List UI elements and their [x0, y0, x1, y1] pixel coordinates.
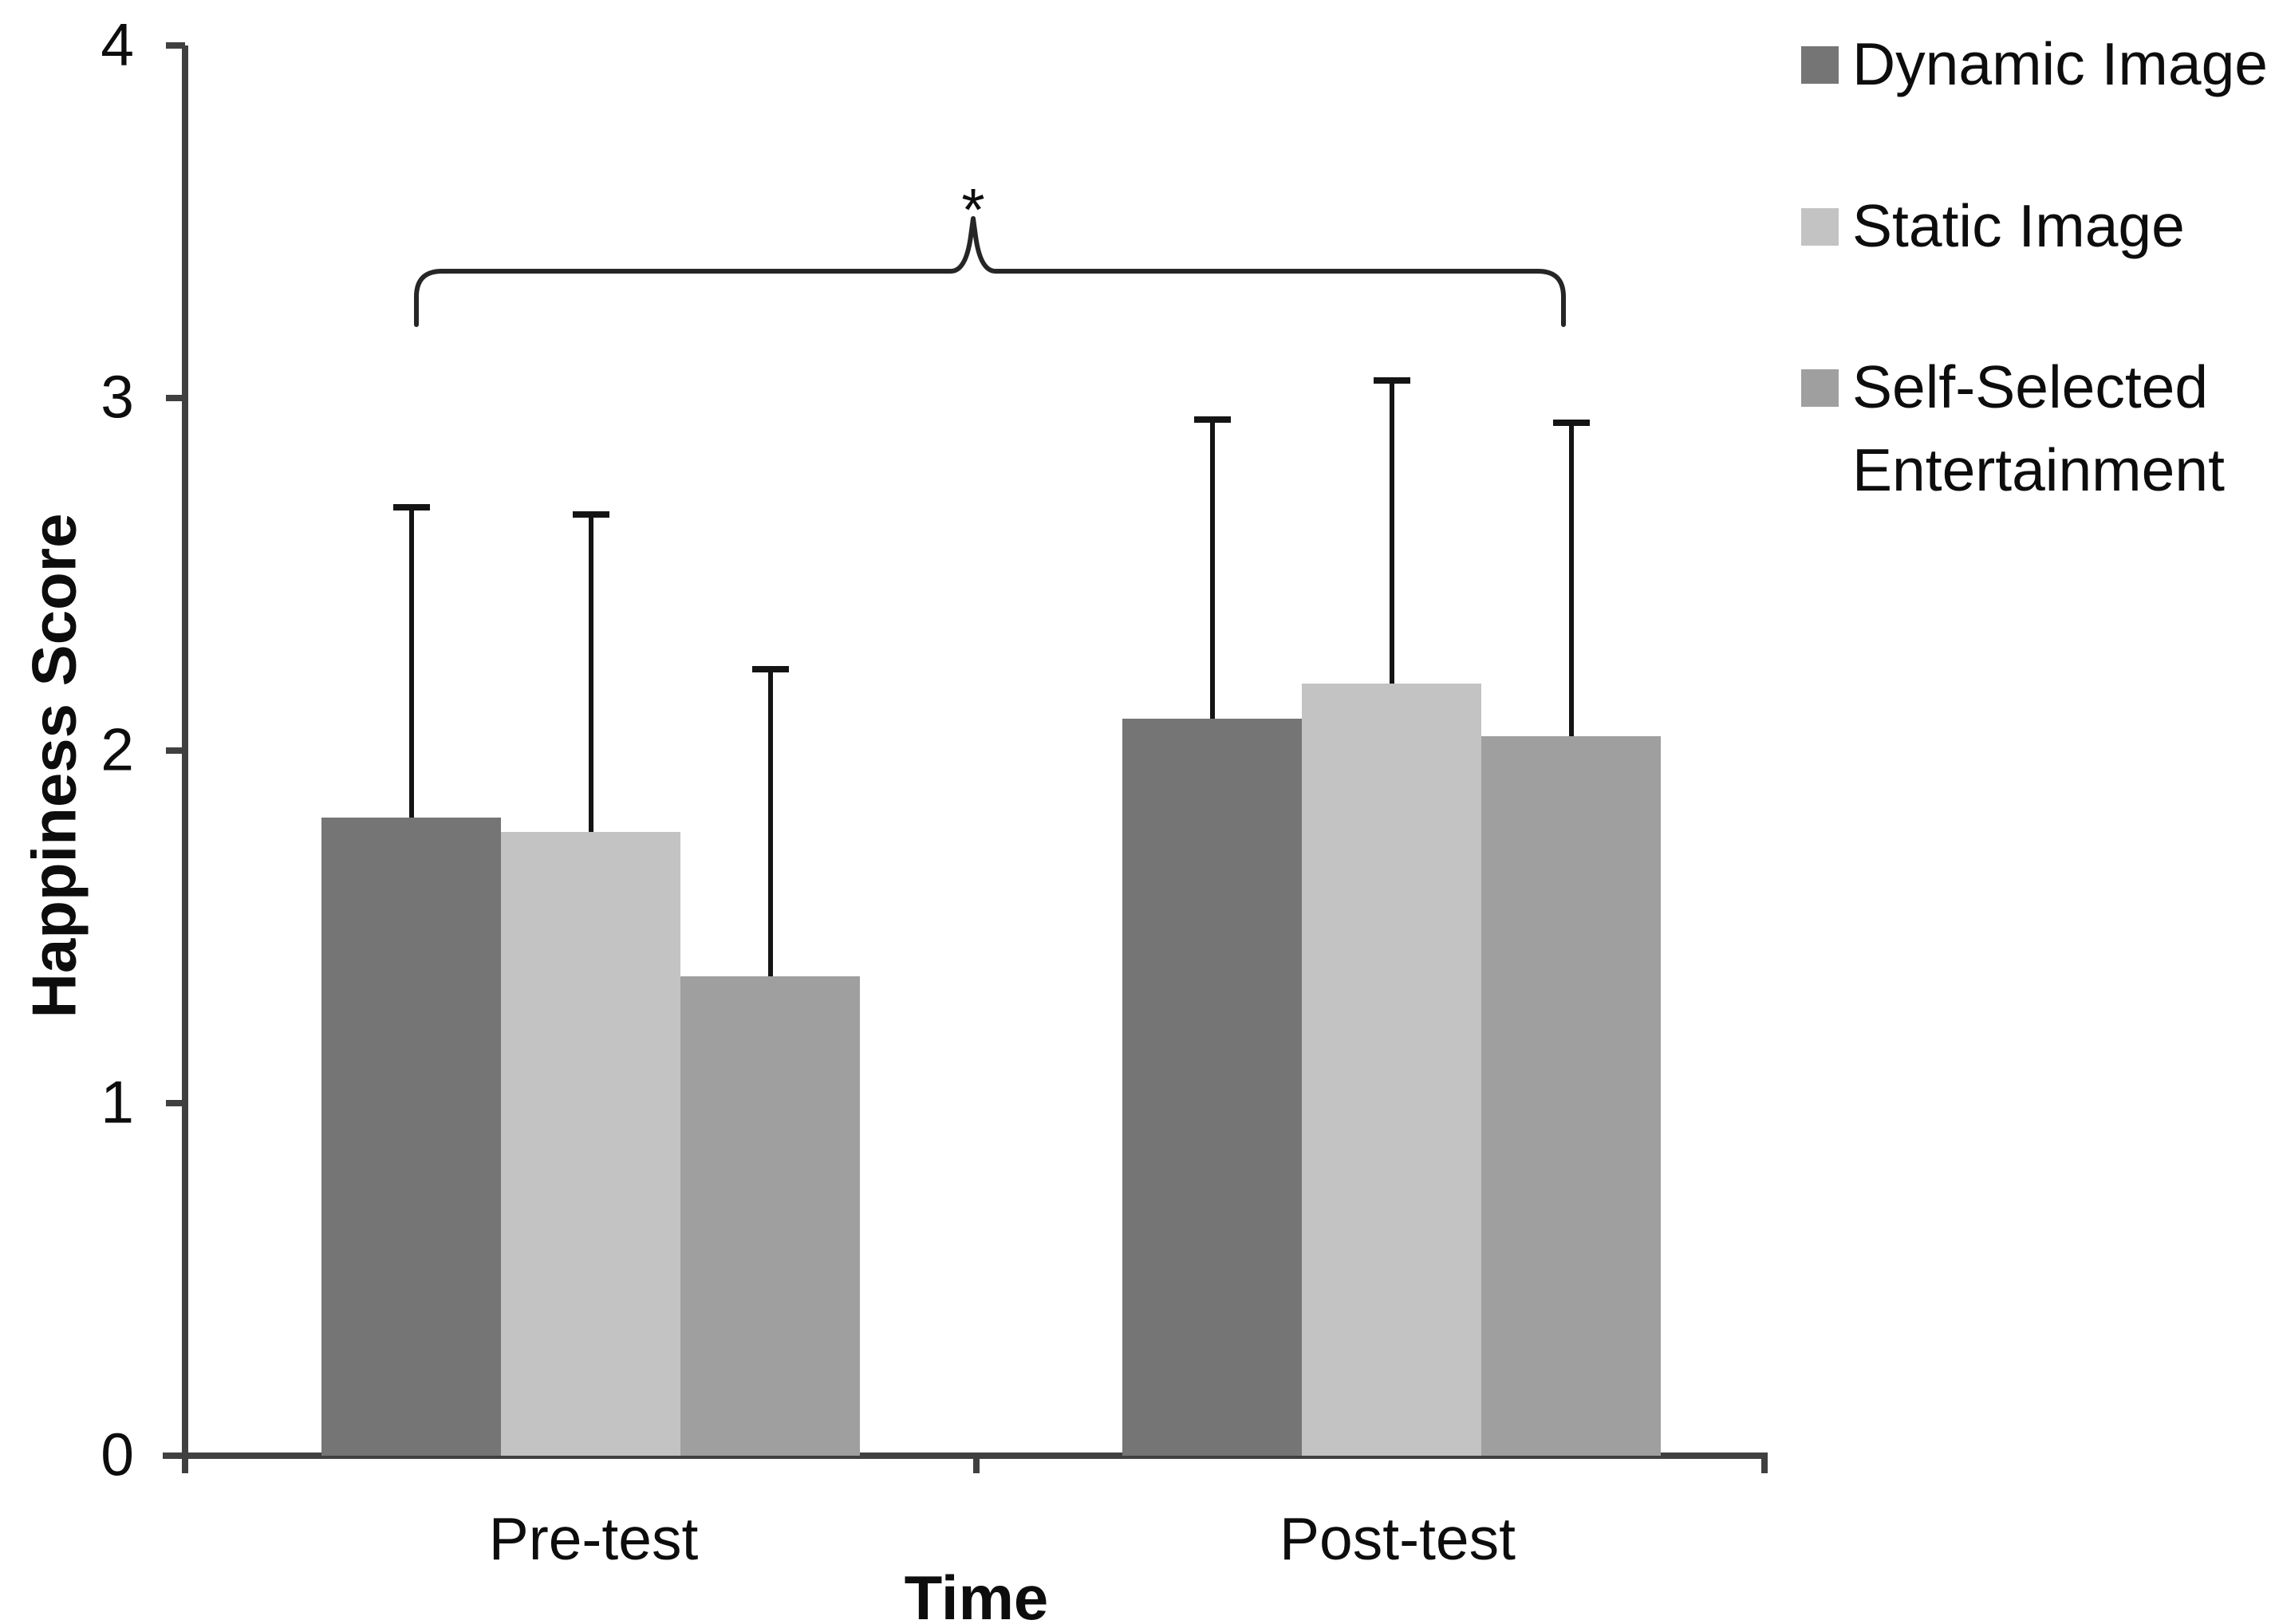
bar-dynamic-image-pre-test [321, 817, 501, 1456]
y-tick-label-0: 0 [101, 1421, 134, 1488]
y-tick-mark-1 [166, 1100, 185, 1106]
y-tick-mark-4 [166, 42, 185, 49]
error-bar-line [768, 669, 773, 976]
error-bar-cap [1553, 419, 1590, 426]
x-axis-title: Time [904, 1563, 1049, 1624]
legend-label-self-selected-entertainment: Self-Selected Entertainment [1852, 353, 2225, 503]
legend-swatch-static-image [1801, 208, 1839, 246]
error-bar-line [1390, 380, 1394, 684]
y-axis-line [182, 45, 188, 1472]
x-axis-line [163, 1453, 1768, 1459]
bar-static-image-pre-test [501, 831, 680, 1456]
legend-swatch-dynamic-image [1801, 46, 1839, 84]
y-tick-label-1: 1 [101, 1068, 134, 1136]
error-bar-cap [573, 510, 609, 518]
error-bar-cap [1374, 376, 1410, 384]
category-label-pre-test: Pre-test [488, 1505, 699, 1572]
error-bar-cap [1194, 416, 1231, 423]
error-bar-cap [752, 666, 789, 673]
x-tick-mark-2 [1761, 1456, 1768, 1473]
y-tick-mark-3 [166, 395, 185, 401]
y-tick-label-4: 4 [101, 10, 134, 78]
bar-dynamic-image-post-test [1122, 719, 1302, 1456]
error-bar-line [1210, 419, 1215, 719]
legend-label-dynamic-image: Dynamic Image [1852, 30, 2269, 97]
error-bar-line [1569, 422, 1574, 737]
y-tick-mark-2 [166, 747, 185, 754]
x-tick-mark-0 [182, 1456, 188, 1473]
y-tick-label-3: 3 [101, 363, 134, 431]
error-bar-line [409, 507, 414, 818]
x-tick-mark-1 [973, 1456, 980, 1473]
y-tick-mark-0 [166, 1453, 185, 1459]
legend-label-static-image: Static Image [1852, 192, 2185, 259]
significance-asterisk: * [961, 176, 985, 243]
error-bar-cap [393, 504, 430, 511]
error-bar-line [589, 514, 593, 832]
y-tick-label-2: 2 [101, 715, 134, 783]
bar-self-selected-entertainment-pre-test [680, 976, 860, 1456]
bar-self-selected-entertainment-post-test [1481, 736, 1661, 1456]
legend-swatch-self-selected-entertainment [1801, 369, 1839, 407]
bar-static-image-post-test [1302, 684, 1481, 1456]
category-label-post-test: Post-test [1279, 1505, 1516, 1572]
